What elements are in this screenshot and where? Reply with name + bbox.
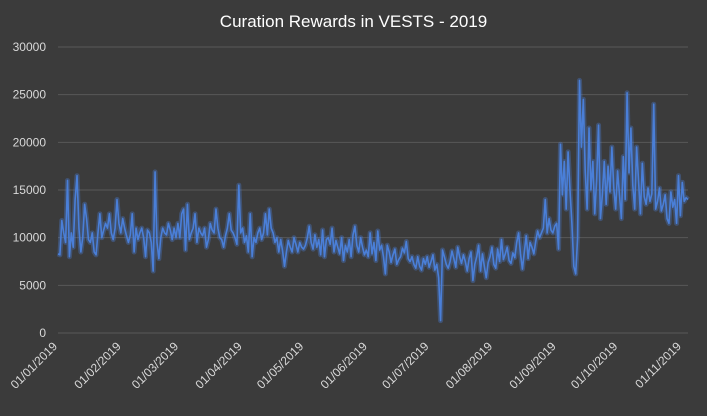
y-tick-label: 30000	[13, 40, 47, 54]
x-tick-label: 01/01/2019	[8, 339, 61, 392]
x-axis-ticks: 01/01/2019 01/02/2019 01/03/2019 01/04/2019…	[8, 339, 684, 392]
x-tick-label: 01/08/2019	[443, 339, 496, 392]
x-tick-label: 01/07/2019	[379, 339, 432, 392]
x-tick-label: 01/09/2019	[506, 339, 559, 392]
x-tick-label: 01/06/2019	[318, 339, 371, 392]
x-tick-label: 01/05/2019	[254, 339, 307, 392]
y-tick-label: 25000	[13, 88, 47, 102]
x-tick-label: 01/02/2019	[71, 339, 124, 392]
x-tick-label: 01/10/2019	[568, 339, 621, 392]
y-tick-label: 10000	[13, 231, 47, 245]
y-tick-label: 20000	[13, 135, 47, 149]
y-tick-label: 15000	[13, 183, 47, 197]
chart-title: Curation Rewards in VESTS - 2019	[219, 12, 488, 31]
gridlines	[58, 46, 688, 334]
series-layer	[56, 77, 690, 324]
y-tick-label: 0	[39, 326, 46, 340]
x-tick-label: 01/11/2019	[632, 339, 684, 391]
series-line	[57, 79, 689, 322]
x-tick-label: 01/04/2019	[192, 339, 245, 392]
y-tick-label: 5000	[19, 278, 46, 292]
y-axis-ticks: 0 5000 10000 15000 20000 25000 30000	[13, 40, 47, 340]
x-tick-label: 01/03/2019	[129, 339, 182, 392]
